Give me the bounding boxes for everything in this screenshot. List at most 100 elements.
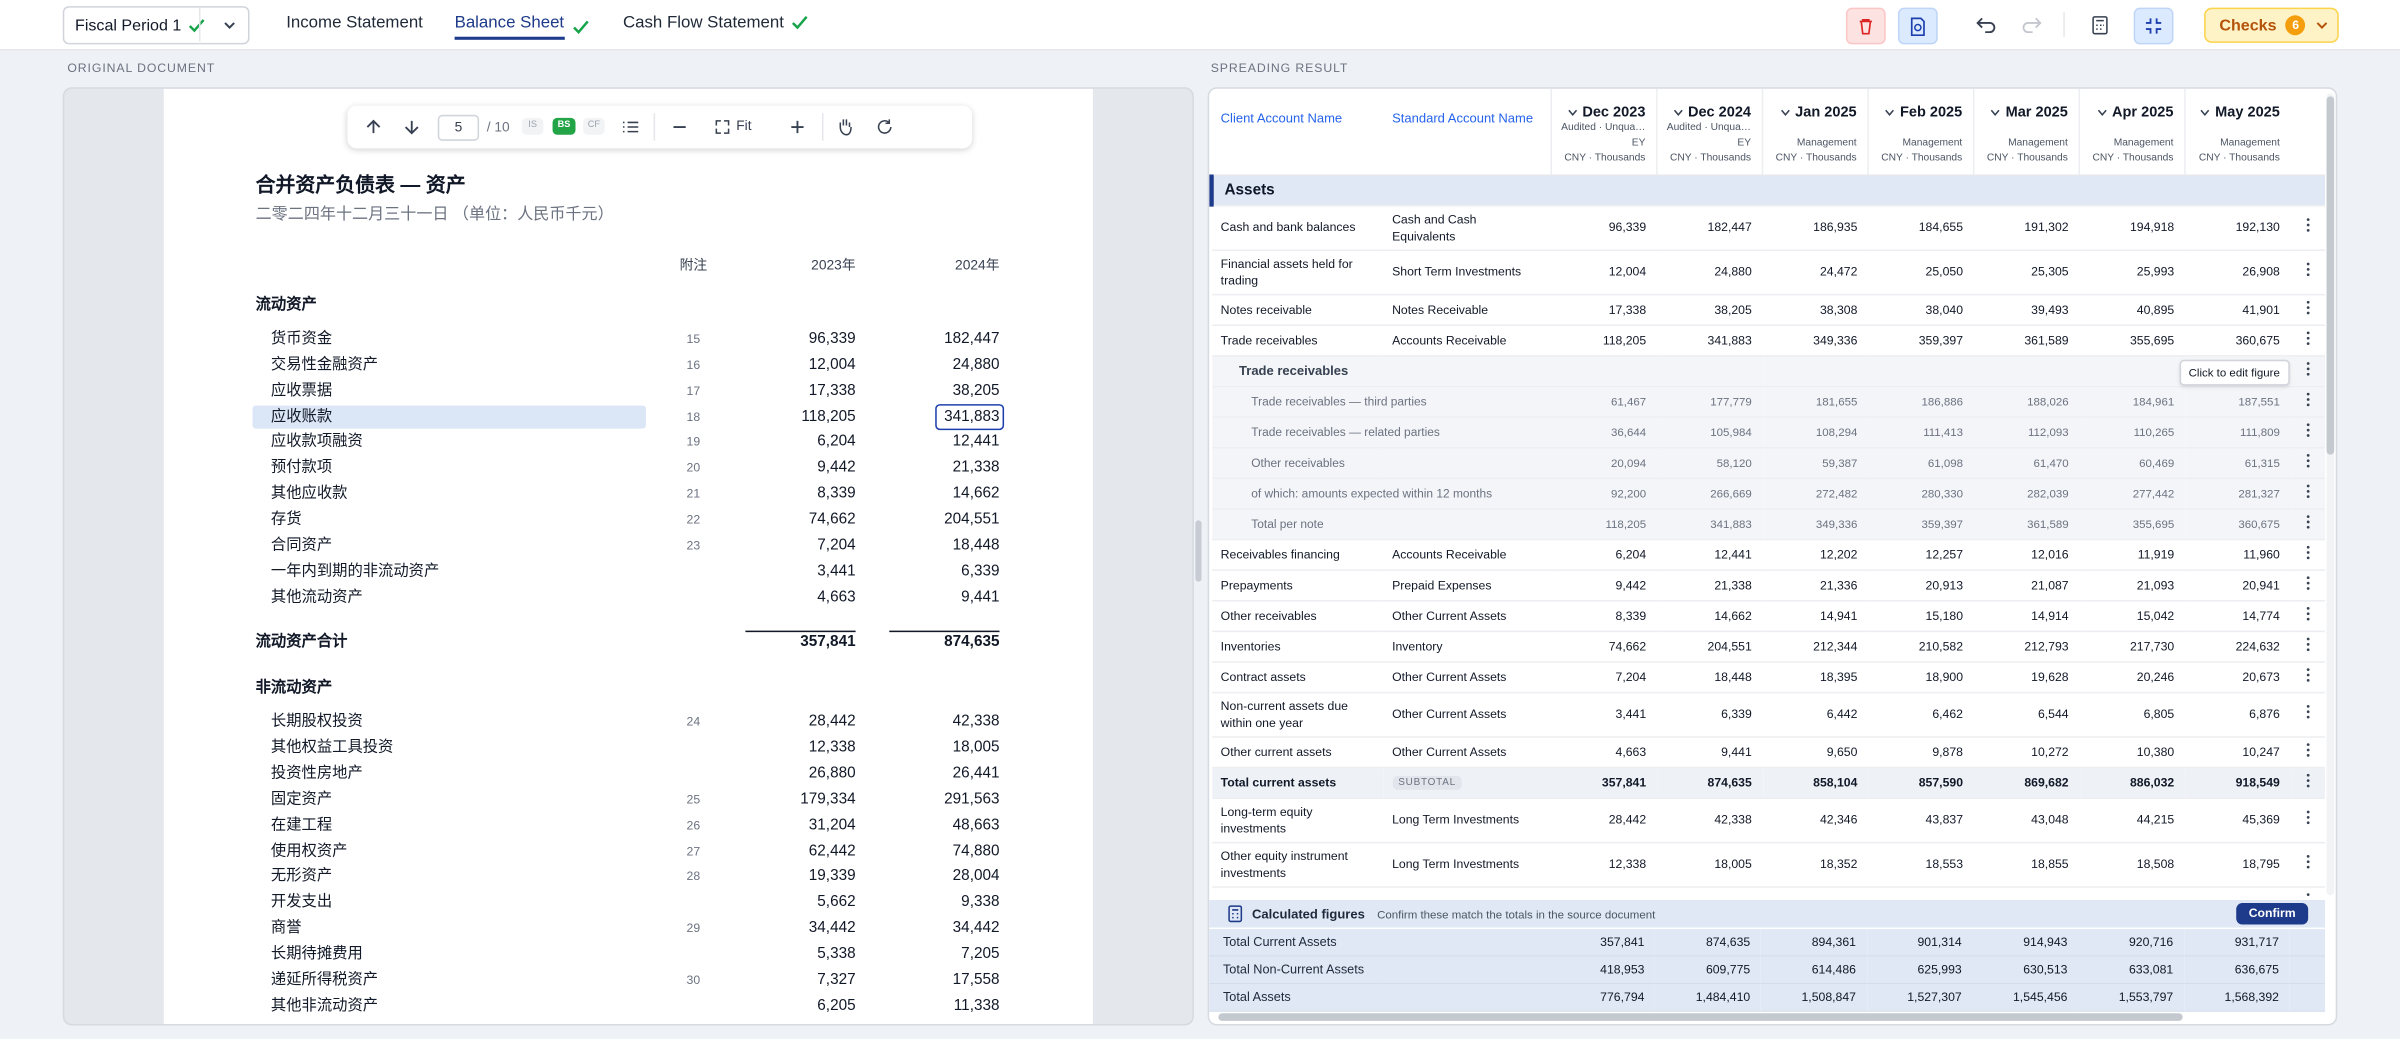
value-cell[interactable]: 14,774	[2184, 599, 2291, 632]
value-cell[interactable]: 26,908	[2184, 249, 2291, 295]
value-cell[interactable]: 12,257	[1868, 538, 1974, 571]
value-cell[interactable]: 186,935	[1762, 205, 1869, 251]
value-cell[interactable]: 11,919	[2079, 538, 2185, 571]
value-cell[interactable]: 42,338	[1656, 797, 1763, 843]
value-cell[interactable]: 108,294	[1762, 416, 1869, 448]
period-select[interactable]: Fiscal Period 1	[62, 6, 250, 45]
value-cell[interactable]: 105,984	[1656, 416, 1763, 448]
value-cell[interactable]: 18,795	[2184, 841, 2291, 887]
period-header[interactable]: Dec 2023 Audited · Unqua… EY CNY · Thousand…	[1550, 88, 1657, 176]
value-cell[interactable]: 341,883	[1656, 508, 1763, 540]
row-menu[interactable]	[2305, 483, 2311, 498]
value-cell[interactable]: 15,042	[2079, 599, 2185, 632]
value-cell[interactable]: 38,308	[1762, 293, 1869, 326]
value-cell[interactable]: 186,886	[1868, 385, 1974, 418]
h-scroll-thumb[interactable]	[1218, 1013, 2183, 1021]
row-menu[interactable]	[2305, 544, 2311, 559]
standard-name[interactable]: Accounts Receivable	[1382, 538, 1552, 571]
value-cell[interactable]: 4,663	[1551, 736, 1657, 768]
row-menu[interactable]	[2305, 262, 2311, 277]
value-cell[interactable]: 8,339	[1551, 599, 1657, 632]
value-cell[interactable]: 9,878	[1868, 736, 1974, 768]
value-cell[interactable]: 7,204	[1551, 661, 1657, 693]
row-menu[interactable]	[2305, 514, 2311, 529]
value-cell[interactable]: 40,895	[2079, 293, 2185, 326]
standard-name[interactable]: Other Current Assets	[1382, 661, 1552, 693]
value-cell[interactable]: 187,551	[2184, 385, 2291, 418]
value-cell[interactable]: 20,094	[1551, 446, 1657, 479]
value-cell[interactable]: 184,961	[2079, 385, 2185, 418]
sort-chevron[interactable]	[1990, 107, 2001, 118]
value-cell[interactable]: 92,200	[1551, 477, 1657, 509]
sort-chevron[interactable]	[1885, 107, 1896, 118]
value-cell[interactable]: 12,441	[1656, 538, 1763, 571]
row-menu[interactable]	[2305, 636, 2311, 651]
period-header[interactable]: May 2025 Management CNY · Thousands	[2184, 88, 2291, 176]
value-cell[interactable]: 177,779	[1656, 385, 1763, 418]
value-cell[interactable]: 210,582	[1868, 630, 1974, 662]
value-cell[interactable]: 21,336	[1762, 569, 1869, 601]
value-cell[interactable]: 9,441	[1656, 736, 1763, 768]
value-cell[interactable]: 360,675	[2184, 508, 2291, 540]
value-cell[interactable]: 38,040	[1868, 293, 1974, 326]
value-cell[interactable]: 118,205	[1551, 508, 1657, 540]
value-cell[interactable]: 18,553	[1868, 841, 1974, 887]
value-cell[interactable]: 25,993	[2079, 249, 2185, 295]
redo-button[interactable]	[2013, 8, 2050, 42]
value-cell[interactable]: 18,352	[1762, 841, 1869, 887]
standard-name[interactable]: Other Current Assets	[1382, 736, 1552, 768]
value-cell[interactable]: 28,442	[1551, 797, 1657, 843]
value-cell[interactable]: 61,098	[1868, 446, 1974, 479]
value-cell[interactable]: 26,520	[2184, 886, 2291, 897]
row-menu[interactable]	[2305, 742, 2311, 757]
row-menu[interactable]	[2305, 605, 2311, 620]
standard-name[interactable]: Prepaid Expenses	[1382, 569, 1552, 601]
value-cell[interactable]: 44,215	[2079, 797, 2185, 843]
standard-name[interactable]: Inventory	[1382, 630, 1552, 662]
standard-name[interactable]: Other Current Assets	[1382, 599, 1552, 632]
period-header[interactable]: Dec 2024 Audited · Unqua… EY CNY · Thousand…	[1656, 88, 1763, 176]
value-cell[interactable]: 361,589	[1973, 324, 2080, 356]
value-cell[interactable]: 18,448	[1656, 661, 1763, 693]
value-cell[interactable]: 282,039	[1973, 477, 2080, 509]
value-cell[interactable]: 204,551	[1656, 630, 1763, 662]
value-cell[interactable]: 357,841	[1551, 766, 1657, 799]
zoom-in[interactable]	[788, 118, 806, 136]
value-cell[interactable]: 191,302	[1973, 205, 2080, 251]
standard-name[interactable]: Accounts Receivable	[1382, 324, 1552, 356]
value-cell[interactable]: 36,644	[1551, 416, 1657, 448]
value-cell[interactable]: 281,327	[2184, 477, 2291, 509]
value-cell[interactable]: 272,482	[1762, 477, 1869, 509]
period-header[interactable]: Apr 2025 Management CNY · Thousands	[2078, 88, 2185, 176]
value-cell[interactable]: 6,462	[1868, 691, 1974, 737]
checks-button[interactable]: Checks 6	[2204, 7, 2339, 43]
value-cell[interactable]: 38,205	[1656, 293, 1763, 326]
value-cell[interactable]: 59,387	[1762, 446, 1869, 479]
statement-pill[interactable]: IS	[521, 117, 544, 135]
standard-name[interactable]: Other Current Assets	[1382, 691, 1552, 737]
statement-pill[interactable]: CF	[583, 117, 605, 135]
value-cell[interactable]: 21,087	[1973, 569, 2080, 601]
prev-page[interactable]	[364, 118, 382, 136]
value-cell[interactable]: 280,330	[1868, 477, 1974, 509]
value-cell[interactable]: 20,941	[2184, 569, 2291, 601]
value-cell[interactable]: 18,900	[1868, 661, 1974, 693]
value-cell[interactable]: 12,338	[1551, 841, 1657, 887]
value-cell[interactable]: 6,544	[1973, 691, 2080, 737]
value-cell[interactable]: 361,589	[1973, 508, 2080, 540]
standard-name[interactable]: PP&E	[1382, 886, 1552, 897]
value-cell[interactable]: 918,549	[2184, 766, 2291, 799]
value-cell[interactable]: 212,793	[1973, 630, 2080, 662]
value-cell[interactable]: 10,247	[2184, 736, 2291, 768]
value-cell[interactable]: 42,346	[1762, 797, 1869, 843]
value-cell[interactable]: 355,695	[2079, 324, 2185, 356]
value-cell[interactable]: 43,837	[1868, 797, 1974, 843]
value-cell[interactable]: 24,472	[1762, 249, 1869, 295]
zoom-out[interactable]	[670, 118, 688, 136]
sort-chevron[interactable]	[1780, 107, 1791, 118]
sort-chevron[interactable]	[1567, 107, 1578, 118]
row-menu[interactable]	[2305, 704, 2311, 719]
value-cell[interactable]: 27,088	[1868, 886, 1974, 897]
value-cell[interactable]: 182,447	[1656, 205, 1763, 251]
value-cell[interactable]: 18,508	[2079, 841, 2185, 887]
